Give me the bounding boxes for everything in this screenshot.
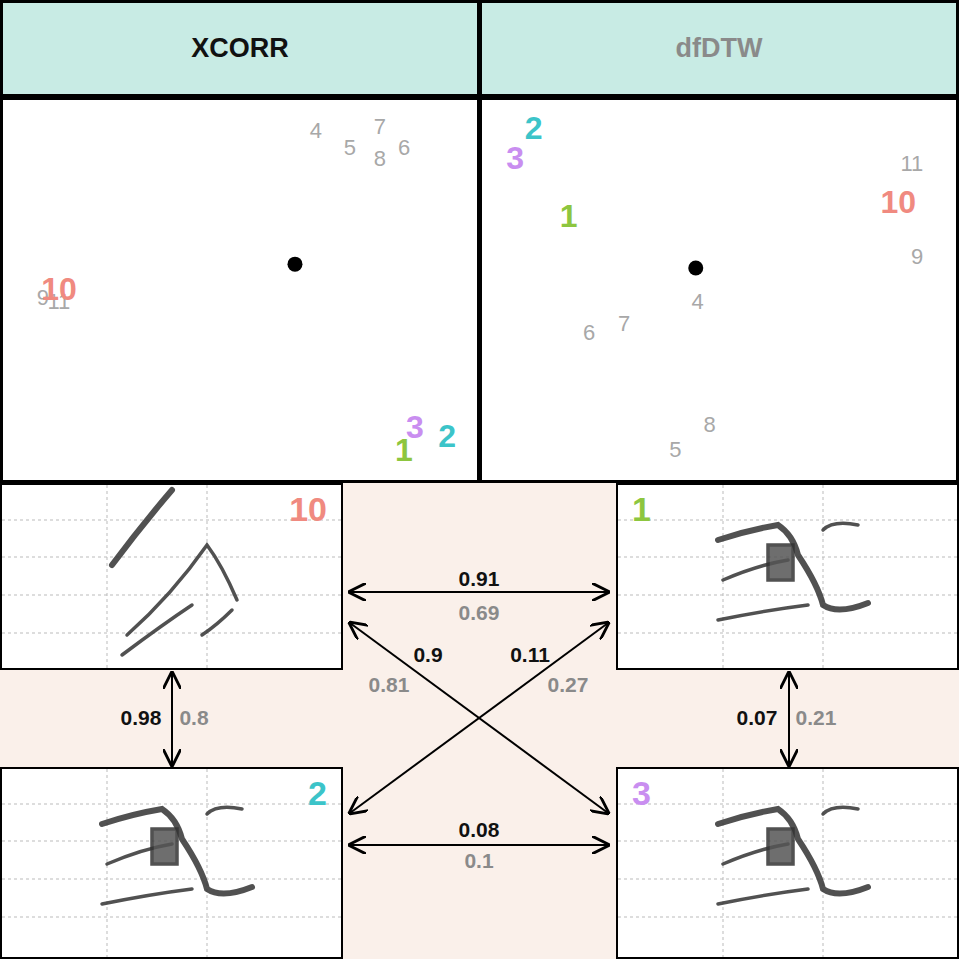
svg-text:0.07: 0.07 <box>737 706 778 729</box>
svg-text:6: 6 <box>583 320 595 345</box>
svg-text:10: 10 <box>289 490 327 528</box>
svg-text:9: 9 <box>911 244 923 269</box>
svg-text:0.27: 0.27 <box>548 673 589 696</box>
svg-text:4: 4 <box>310 118 322 143</box>
svg-text:3: 3 <box>506 140 524 176</box>
svg-text:2: 2 <box>308 774 327 812</box>
svg-text:8: 8 <box>703 412 715 437</box>
svg-text:3: 3 <box>632 774 651 812</box>
svg-text:10: 10 <box>41 271 77 307</box>
svg-text:0.98: 0.98 <box>121 706 162 729</box>
svg-text:2: 2 <box>438 418 456 454</box>
svg-text:0.8: 0.8 <box>179 706 209 729</box>
svg-text:0.91: 0.91 <box>459 567 500 590</box>
svg-text:11: 11 <box>900 151 923 176</box>
svg-text:1: 1 <box>632 490 651 528</box>
svg-text:5: 5 <box>669 437 681 462</box>
svg-text:0.69: 0.69 <box>459 601 500 624</box>
svg-text:5: 5 <box>344 135 356 160</box>
svg-text:10: 10 <box>880 184 916 220</box>
svg-text:4: 4 <box>692 289 704 314</box>
svg-text:7: 7 <box>618 311 630 336</box>
svg-text:0.81: 0.81 <box>369 673 410 696</box>
svg-text:0.9: 0.9 <box>413 643 442 666</box>
svg-text:1: 1 <box>560 198 578 234</box>
svg-text:0.21: 0.21 <box>796 706 837 729</box>
svg-text:1: 1 <box>395 432 413 468</box>
svg-text:7: 7 <box>374 114 386 139</box>
svg-text:0.08: 0.08 <box>459 818 500 841</box>
svg-text:2: 2 <box>525 110 543 146</box>
svg-text:0.1: 0.1 <box>464 849 494 872</box>
svg-text:0.11: 0.11 <box>510 643 550 666</box>
svg-text:6: 6 <box>398 135 410 160</box>
svg-text:8: 8 <box>374 146 386 171</box>
